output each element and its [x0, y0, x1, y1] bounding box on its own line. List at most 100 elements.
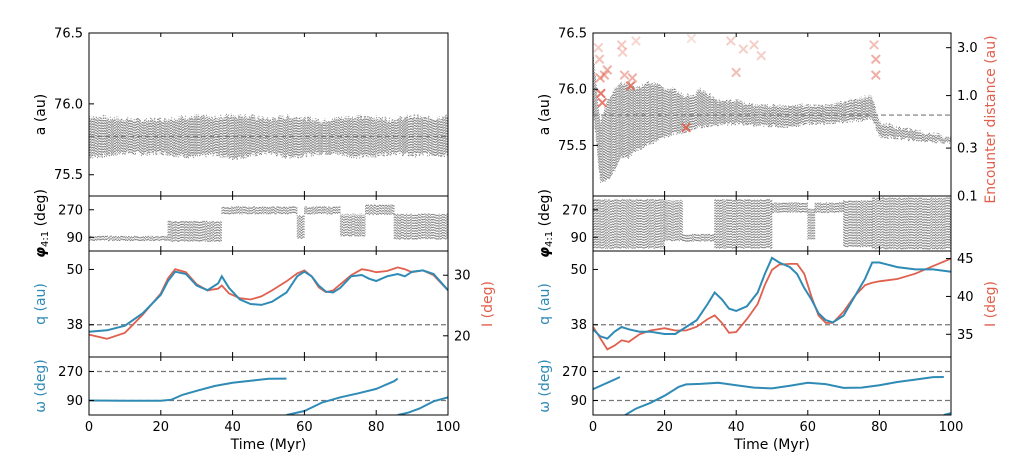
inclination-y-tick-label: 30: [454, 269, 471, 284]
encounter-marker: [625, 80, 636, 91]
encounter-marker: [595, 72, 606, 83]
encounter-marker-stroke: [619, 70, 630, 80]
perihelion-line: [592, 256, 952, 340]
encounter-marker: [686, 33, 697, 44]
x-tick-label: 20: [153, 420, 170, 435]
resonant-angle-unit: (deg): [33, 189, 49, 231]
resonant-angle-y-tick-label: 270: [562, 203, 587, 218]
perihelion-y-tick-label: 50: [66, 263, 83, 278]
x-tick-label: 0: [589, 420, 597, 435]
argument-of-perihelion-label: ω (deg): [537, 359, 553, 412]
semimajor-axis-frame: [88, 32, 449, 197]
argument-of-perihelion-line: [397, 396, 448, 415]
resonant-angle-label: φ4:1 (deg): [33, 189, 51, 258]
semimajor-axis-label: a (au): [537, 94, 553, 135]
resonant-angle-label: φ4:1 (deg): [537, 189, 555, 258]
encounter-marker-stroke: [869, 39, 879, 50]
semimajor-axis-band: [593, 52, 951, 183]
encounter-marker: [597, 97, 608, 108]
encounter-marker: [869, 39, 879, 50]
encounter-marker-stroke: [602, 65, 613, 75]
right-panel: 3.0 1.0 0.3 0.1 76.5 76.0 75.5 a (au) Encounter …: [537, 27, 999, 454]
encounter-marker-stroke: [749, 39, 760, 50]
resonant-angle-frame: [88, 195, 449, 252]
inclination-y-tick-label: 35: [957, 328, 974, 343]
perihelion-y-tick-label: 38: [570, 318, 587, 333]
encounter-marker-stroke: [627, 72, 638, 83]
encounter-marker-stroke: [686, 33, 697, 44]
encounter-marker-stroke: [756, 50, 767, 61]
resonant-angle-y-tick-label: 90: [570, 231, 587, 246]
encounter-marker-stroke: [731, 67, 742, 78]
argument-of-perihelion-curves: [89, 377, 448, 415]
encounter-distance-label: Encounter distance (au): [983, 35, 999, 203]
argument-of-perihelion-frame: [592, 356, 952, 416]
resonant-angle-y-tick-label: 90: [66, 231, 83, 246]
resonant-angle-points: [89, 204, 448, 242]
argument-of-perihelion-line: [89, 377, 287, 402]
encounter-marker-stroke: [616, 39, 627, 50]
encounter-marker: [593, 42, 604, 53]
resonant-angle-symbol: φ: [33, 247, 49, 258]
encounter-marker: [616, 39, 627, 50]
encounter-marker-stroke: [619, 70, 630, 80]
inclination-line: [592, 257, 952, 351]
encounter-marker: [756, 50, 767, 61]
encounter-marker-stroke: [599, 70, 610, 80]
resonant-angle-unit: (deg): [537, 189, 553, 231]
encounter-marker-stroke: [625, 80, 636, 91]
encounter-marker: [870, 70, 881, 80]
x-axis-label: Time (Myr): [733, 437, 810, 453]
left-panel: 76.5 76.0 75.5 a (au) 90 270 φ4:1 (deg) 50 38 30 2…: [33, 27, 496, 454]
inclination-label: I (deg): [480, 281, 496, 327]
resonant-angle-symbol: φ: [537, 247, 553, 258]
encounter-marker: [617, 47, 628, 58]
x-tick-label: 100: [436, 420, 461, 435]
inclination-y-tick-label: 45: [957, 252, 974, 267]
encounter-marker: [731, 67, 742, 78]
encounter-marker-stroke: [593, 42, 604, 53]
encounter-marker-stroke: [749, 39, 760, 50]
encounter-distance-axis-tick-label: 1.0: [957, 89, 978, 104]
argument-of-perihelion-label: ω (deg): [33, 359, 49, 412]
x-tick-label: 0: [85, 420, 93, 435]
argument-of-perihelion-y-tick-label: 270: [58, 365, 83, 380]
perihelion-frame: [88, 250, 449, 358]
encounter-marker-stroke: [617, 47, 628, 58]
perihelion-label: q (au): [537, 283, 553, 325]
argument-of-perihelion-frame: [88, 356, 449, 416]
encounter-marker: [599, 70, 610, 80]
resonant-angle-points: [593, 197, 951, 250]
encounter-marker-stroke: [631, 36, 641, 46]
x-tick-label: 60: [800, 420, 817, 435]
encounter-distance-axis-tick-label: 0.1: [957, 190, 978, 205]
encounter-marker-stroke: [869, 39, 879, 50]
argument-of-perihelion-curves: [593, 376, 951, 415]
semimajor-axis-y-tick-label: 76.0: [54, 97, 83, 112]
x-tick-label: 20: [656, 420, 673, 435]
encounter-marker-stroke: [631, 36, 641, 46]
encounter-marker: [594, 54, 605, 65]
encounter-marker-stroke: [597, 97, 608, 108]
resonant-angle-y-tick-label: 270: [58, 203, 83, 218]
x-tick-label: 40: [224, 420, 241, 435]
perihelion-y-tick-label: 38: [66, 318, 83, 333]
perihelion-y-tick-label: 50: [570, 263, 587, 278]
encounter-marker-stroke: [617, 47, 628, 58]
argument-of-perihelion-line: [593, 376, 621, 391]
encounter-marker-stroke: [725, 36, 736, 46]
encounter-marker-stroke: [595, 88, 606, 99]
argument-of-perihelion-line: [624, 376, 944, 415]
semimajor-axis-y-tick-label: 76.5: [54, 27, 83, 42]
perihelion-line: [88, 269, 449, 333]
encounter-marker-stroke: [738, 44, 749, 55]
semimajor-axis-label: a (au): [33, 94, 49, 135]
encounter-marker: [631, 36, 641, 46]
inclination-y-tick-label: 40: [957, 290, 974, 305]
encounter-marker: [725, 36, 736, 46]
encounter-marker-stroke: [594, 54, 605, 65]
x-tick-label: 60: [296, 420, 313, 435]
encounter-marker-stroke: [616, 39, 627, 50]
inclination-line: [88, 266, 449, 340]
